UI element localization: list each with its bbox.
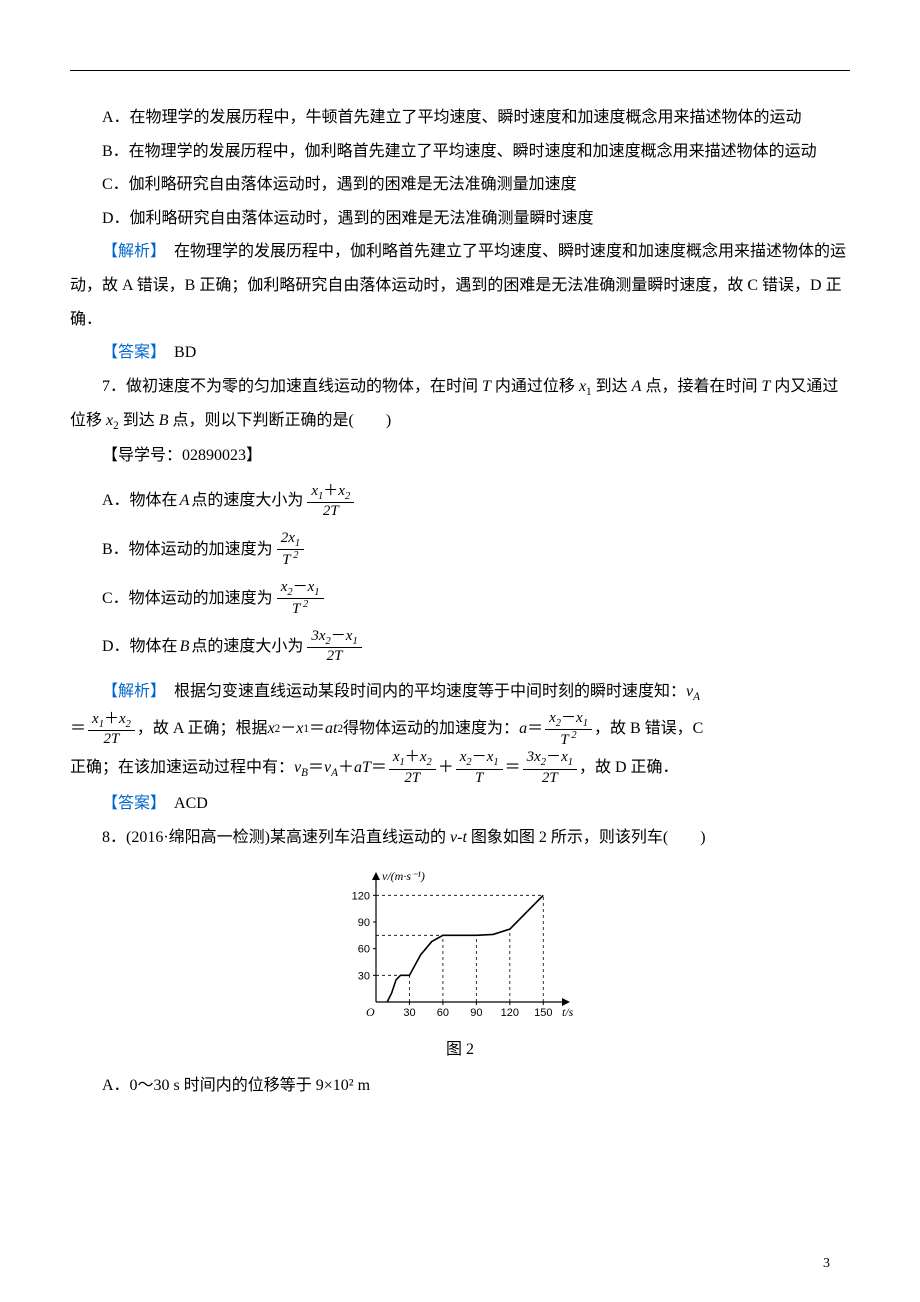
svg-text:150: 150 <box>534 1007 552 1019</box>
svg-text:30: 30 <box>403 1007 415 1019</box>
q7-analysis-2: ＝ x1＋x2 2T ，故 A 正确；根据 x2－x1＝at 2 得物体运动的加… <box>70 710 850 749</box>
q7-guide: 【导学号：02890023】 <box>70 439 850 473</box>
page-number: 3 <box>823 1256 830 1272</box>
q7-an-3a: 正确；在该加速运动过程中有： <box>70 749 294 787</box>
q8-stem: 8．(2016·绵阳高一检测)某高速列车沿直线运动的 v-t 图象如图 2 所示… <box>70 821 850 855</box>
frac-a: x1＋x2 2T <box>307 483 354 520</box>
answer-label: 【答案】 <box>102 795 158 812</box>
q8-opt-a: A．0～30 s 时间内的位移等于 9×10² m <box>70 1069 850 1103</box>
q6-opt-b: B．在物理学的发展历程中，伽利略首先建立了平均速度、瞬时速度和加速度概念用来描述… <box>70 135 850 169</box>
q8-chart-wrap: 30 60 90 120 30 60 90 120 150 v/(m·s⁻¹) t/s O <box>70 864 850 1029</box>
svg-text:v/(m·s⁻¹): v/(m·s⁻¹) <box>382 869 425 883</box>
analysis-text: 在物理学的发展历程中，伽利略首先建立了平均速度、瞬时速度和加速度概念用来描述物体… <box>70 243 846 327</box>
q7-an-3b: ，故 D 正确． <box>579 749 679 787</box>
vt-chart: 30 60 90 120 30 60 90 120 150 v/(m·s⁻¹) t/s O <box>340 864 580 1024</box>
svg-text:120: 120 <box>352 891 370 903</box>
q6-opt-c: C．伽利略研究自由落体运动时，遇到的困难是无法准确测量加速度 <box>70 168 850 202</box>
answer-text: ACD <box>158 795 208 812</box>
q7-an-1: 根据匀变速直线运动某段时间内的平均速度等于中间时刻的瞬时速度知： <box>158 683 686 700</box>
q7-stem-7: 点，则以下判断正确的是( ) <box>169 412 392 429</box>
q7-an-2c: ，故 B 错误，C <box>594 710 703 748</box>
q6-answer: 【答案】 BD <box>70 336 850 370</box>
q7-an-2b: 得物体运动的加速度为： <box>343 710 519 748</box>
q6-opt-d: D．伽利略研究自由落体运动时，遇到的困难是无法准确测量瞬时速度 <box>70 202 850 236</box>
q6-opt-a: A．在物理学的发展历程中，牛顿首先建立了平均速度、瞬时速度和加速度概念用来描述物… <box>70 101 850 135</box>
answer-text: BD <box>158 344 196 361</box>
svg-text:60: 60 <box>437 1007 449 1019</box>
q7d-2: 点的速度大小为 <box>191 630 303 664</box>
top-rule <box>70 70 850 71</box>
q7a-1: A．物体在 <box>102 484 178 518</box>
analysis-label: 【解析】 <box>102 243 158 260</box>
q7-stem-2: 内通过位移 <box>491 378 579 395</box>
svg-text:t/s: t/s <box>562 1005 574 1019</box>
q7-stem-3: 到达 <box>592 378 632 395</box>
frac-vb3: 3x2－x1 2T <box>523 749 577 786</box>
frac-vb2: x2－x1 T <box>456 749 503 786</box>
frac-d: 3x2－x1 2T <box>307 628 361 665</box>
q7-stem: 7．做初速度不为零的匀加速直线运动的物体，在时间 T 内通过位移 x1 到达 A… <box>70 370 850 439</box>
frac-b: 2x1 T 2 <box>277 530 304 569</box>
svg-text:90: 90 <box>358 917 370 929</box>
frac-c: x2－x1 T 2 <box>277 579 324 618</box>
q7-analysis-3: 正确；在该加速运动过程中有： vB＝vA＋aT＝ x1＋x2 2T ＋ x2－x… <box>70 749 850 787</box>
answer-label: 【答案】 <box>102 344 158 361</box>
q7-stem-1: 7．做初速度不为零的匀加速直线运动的物体，在时间 <box>102 378 482 395</box>
analysis-label: 【解析】 <box>102 683 158 700</box>
frac-vb1: x1＋x2 2T <box>389 749 436 786</box>
q7-stem-6: 到达 <box>119 412 159 429</box>
frac-a2: x2－x1 T 2 <box>545 710 592 749</box>
q7c-1: C．物体运动的加速度为 <box>102 582 273 616</box>
svg-text:30: 30 <box>358 971 370 983</box>
q7-answer: 【答案】 ACD <box>70 787 850 821</box>
q8-stem-1: 8．(2016·绵阳高一检测)某高速列车沿直线运动的 <box>102 829 450 846</box>
q7-opt-a: A．物体在 A 点的速度大小为 x1＋x2 2T <box>102 483 850 520</box>
svg-text:120: 120 <box>501 1007 519 1019</box>
q7-analysis-1: 【解析】 根据匀变速直线运动某段时间内的平均速度等于中间时刻的瞬时速度知：vA <box>70 675 850 710</box>
q7d-1: D．物体在 <box>102 630 178 664</box>
q7-an-2a: ，故 A 正确；根据 <box>137 710 268 748</box>
q7-opt-c: C．物体运动的加速度为 x2－x1 T 2 <box>102 579 850 618</box>
q7-opt-b: B．物体运动的加速度为 2x1 T 2 <box>102 530 850 569</box>
svg-text:90: 90 <box>470 1007 482 1019</box>
fig-label: 图 2 <box>70 1035 850 1059</box>
frac-va: x1＋x2 2T <box>88 711 135 748</box>
q7b-1: B．物体运动的加速度为 <box>102 533 273 567</box>
q7a-2: 点的速度大小为 <box>191 484 303 518</box>
q7-stem-4: 点，接着在时间 <box>641 378 761 395</box>
q8-stem-2: 图象如图 2 所示，则该列车( ) <box>467 829 706 846</box>
svg-text:60: 60 <box>358 944 370 956</box>
svg-text:O: O <box>366 1005 375 1019</box>
q7-opt-d: D．物体在 B 点的速度大小为 3x2－x1 2T <box>102 628 850 665</box>
q6-analysis: 【解析】 在物理学的发展历程中，伽利略首先建立了平均速度、瞬时速度和加速度概念用… <box>70 235 850 336</box>
